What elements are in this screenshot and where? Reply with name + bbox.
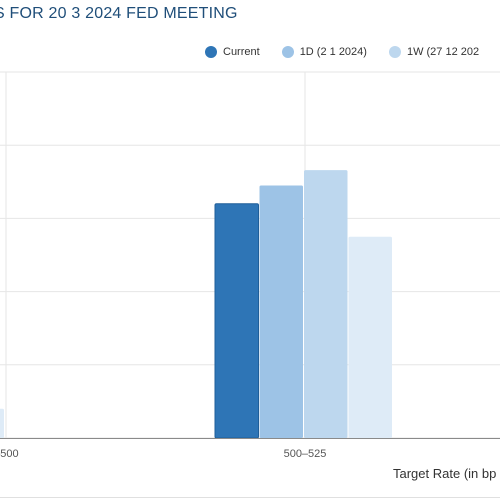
legend-label-1d: 1D (2 1 2024) bbox=[299, 46, 367, 58]
x-axis-title: Target Rate (in bp bbox=[393, 466, 496, 481]
chart-title: S FOR 20 3 2024 FED MEETING bbox=[0, 5, 238, 22]
bar-1-1[interactable] bbox=[259, 185, 304, 438]
legend-label-1w: 1W (27 12 202 bbox=[406, 46, 480, 58]
x-tick-labels: 5–500 500–525 bbox=[0, 448, 326, 460]
bar-1-0[interactable] bbox=[214, 203, 259, 439]
legend-label-current: Current bbox=[223, 46, 260, 58]
bar-1-2[interactable] bbox=[304, 170, 348, 438]
x-tick-label: 5–500 bbox=[0, 448, 19, 460]
legend-marker-1w bbox=[388, 46, 401, 58]
legend-item-1d[interactable]: 1D (2 1 2024) bbox=[281, 46, 367, 58]
legend-marker-current bbox=[205, 46, 217, 58]
bar-1-3[interactable] bbox=[348, 236, 393, 438]
bar-0-3[interactable] bbox=[0, 408, 4, 438]
x-tick-label: 500–525 bbox=[284, 448, 327, 460]
legend-item-1w[interactable]: 1W (27 12 202 bbox=[388, 46, 480, 58]
legend-item-current[interactable]: Current bbox=[205, 46, 260, 58]
legend: Current 1D (2 1 2024) 1W (27 12 202 bbox=[205, 44, 500, 60]
footer-divider bbox=[0, 497, 500, 498]
legend-marker-1d bbox=[281, 46, 294, 58]
bars bbox=[0, 170, 393, 439]
